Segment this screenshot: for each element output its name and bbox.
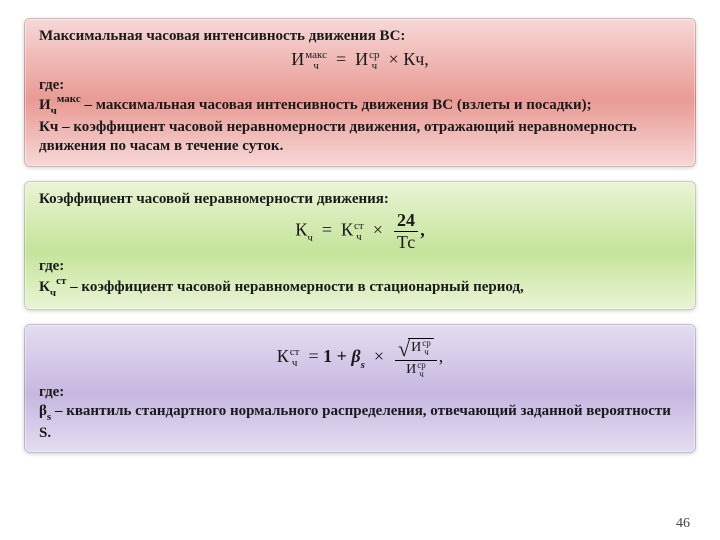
sym: К — [341, 220, 353, 240]
beta-sub: s — [361, 359, 365, 371]
panel-title: Максимальная часовая интенсивность движе… — [39, 27, 681, 46]
where-label: где: — [39, 76, 681, 95]
sup: ст — [56, 275, 66, 287]
sub: ч — [50, 287, 56, 299]
beta: β — [351, 346, 360, 366]
denominator: Тс — [394, 232, 418, 253]
definition: βs – квантиль стандартного нормального р… — [39, 402, 681, 443]
panel-max-intensity: Максимальная часовая интенсивность движе… — [24, 18, 696, 167]
sub: ч — [290, 358, 300, 369]
definition: Кчст – коэффициент часовой неравномернос… — [39, 276, 681, 300]
formula-red: Имаксч = Исрч × Кч, — [39, 48, 681, 72]
def-text: – коэффициент часовой неравномерности в … — [66, 279, 523, 295]
times: × — [389, 49, 399, 69]
sub: s — [47, 411, 51, 423]
sym: Кч — [39, 119, 58, 135]
numerator: 24 — [394, 210, 418, 232]
sub: ч — [307, 232, 313, 244]
denominator: Исрч — [395, 361, 437, 379]
panel-stationary: Кстч = 1 + βs × √ Исрч Исрч , где: βs – … — [24, 324, 696, 453]
formula-purple: Кстч = 1 + βs × √ Исрч Исрч , — [39, 337, 681, 379]
tail: , — [439, 346, 444, 366]
times: × — [373, 220, 383, 240]
radicand: Исрч — [408, 338, 434, 360]
eq: = — [308, 346, 318, 366]
sub: ч — [354, 232, 364, 243]
fraction: √ Исрч Исрч — [395, 337, 437, 379]
sym: К — [277, 346, 289, 366]
where-label: где: — [39, 383, 681, 402]
panel-coefficient: Коэффициент часовой неравномерности движ… — [24, 181, 696, 311]
plus: + — [337, 346, 347, 366]
sym: К — [295, 220, 307, 240]
sub: ч — [417, 370, 426, 379]
sym: И — [355, 49, 368, 69]
sym: И — [39, 97, 51, 113]
fraction: 24 Тс — [394, 210, 418, 252]
sup: ср — [369, 50, 379, 61]
page-number: 46 — [676, 516, 690, 532]
one: 1 — [323, 346, 332, 366]
sqrt: √ Исрч — [398, 338, 434, 360]
def-text: – максимальная часовая интенсивность дви… — [81, 97, 592, 113]
def-text: – квантиль стандартного нормального расп… — [39, 403, 671, 441]
where-label: где: — [39, 257, 681, 276]
sym: К — [39, 279, 50, 295]
definition-2: Кч – коэффициент часовой неравномерности… — [39, 118, 681, 156]
sup: макс — [57, 93, 81, 105]
eq: = — [322, 220, 332, 240]
def-text: – коэффициент часовой неравномерности дв… — [39, 119, 637, 154]
panel-title: Коэффициент часовой неравномерности движ… — [39, 190, 681, 209]
sub: ч — [369, 61, 379, 72]
eq: = — [336, 49, 346, 69]
sub: ч — [51, 105, 57, 117]
definition-1: Ичмакс – максимальная часовая интенсивно… — [39, 94, 681, 118]
sym: И — [411, 340, 421, 355]
sub: ч — [422, 348, 431, 357]
sym: И — [406, 362, 416, 377]
sym: Кч, — [403, 49, 429, 69]
sym: И — [291, 49, 304, 69]
sym: β — [39, 403, 47, 419]
numerator: √ Исрч — [395, 337, 437, 361]
sup: макс — [305, 50, 327, 61]
sub: ч — [305, 61, 327, 72]
sup: ст — [354, 221, 364, 232]
times: × — [374, 346, 384, 366]
formula-green: Кч = Кстч × 24 Тс , — [39, 210, 681, 252]
tail: , — [420, 220, 425, 240]
